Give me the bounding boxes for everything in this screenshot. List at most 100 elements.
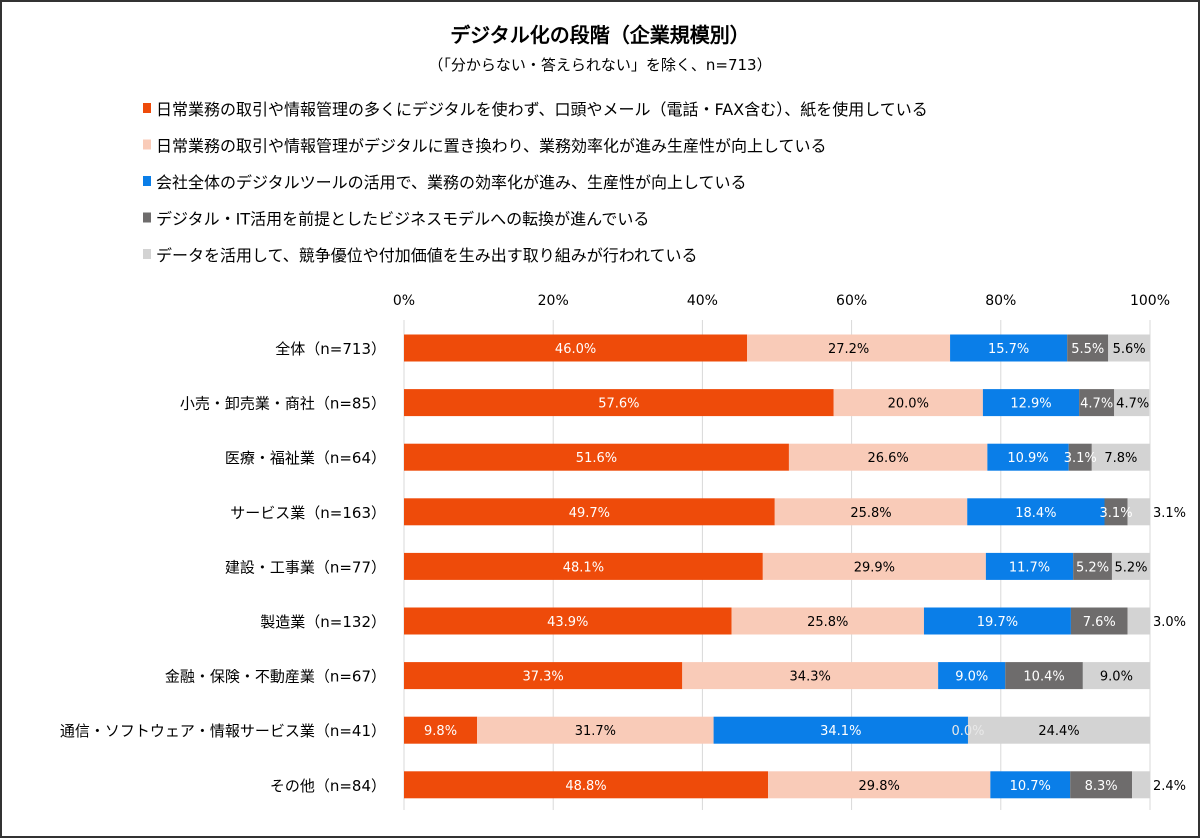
data-label: 5.2% [1076, 560, 1109, 575]
legend-swatch [143, 249, 151, 259]
bar-segment [1104, 498, 1128, 526]
category-label: 全体（n=713） [275, 340, 386, 358]
legend: 日常業務の取引や情報管理の多くにデジタルを使わず、口頭やメール（電話・FAX含む… [143, 100, 928, 265]
bar-segment [404, 334, 748, 362]
data-label: 10.4% [1023, 670, 1064, 685]
bar-segment [477, 716, 714, 744]
bars [404, 334, 1150, 799]
data-labels: 46.0% 27.2% 15.7% 5.5% 5.6% 57.6% 20.0% 12.9% 4.… [424, 342, 1186, 794]
data-label: 34.1% [820, 724, 861, 739]
legend-label: データを活用して、競争優位や付加価値を生み出す取り組みが行われている [156, 246, 697, 265]
data-label: 5.2% [1114, 560, 1147, 575]
x-axis-ticks: 0% 20% 40% 60% 80% 100% [393, 293, 1170, 309]
data-label: 24.4% [1038, 724, 1079, 739]
data-label: 49.7% [569, 506, 610, 521]
data-label: 51.6% [576, 451, 617, 466]
x-tick-label: 40% [687, 293, 718, 309]
bar-segment [1127, 607, 1150, 635]
data-label: 20.0% [888, 397, 929, 412]
data-label: 3.1% [1153, 506, 1186, 521]
data-label: 11.7% [1009, 560, 1050, 575]
data-label: 27.2% [828, 342, 869, 357]
bar-segment [985, 552, 1074, 580]
bar-segment [1082, 662, 1150, 690]
bar-segment [923, 607, 1071, 635]
bar-segment [747, 334, 951, 362]
data-label: 4.7% [1116, 397, 1149, 412]
bar-segment [1073, 552, 1112, 580]
data-label: 10.7% [1010, 779, 1051, 794]
category-label: 製造業（n=132） [260, 613, 386, 631]
bar-segment [404, 716, 478, 744]
data-label: 25.8% [850, 506, 891, 521]
bar-segment [404, 389, 834, 417]
x-tick-label: 20% [538, 293, 569, 309]
bar-segment [1067, 334, 1109, 362]
data-label: 3.1% [1064, 451, 1097, 466]
data-label: 5.6% [1113, 342, 1146, 357]
chart-title: デジタル化の段階（企業規模別） [450, 23, 750, 47]
bar-segment [1111, 552, 1150, 580]
bar-segment [967, 716, 1150, 744]
bar-segment [404, 552, 763, 580]
bar-segment [967, 498, 1105, 526]
data-label: 18.4% [1015, 506, 1056, 521]
bar-segment [404, 607, 732, 635]
bar-segment [713, 716, 968, 744]
bar-segment [1132, 771, 1150, 799]
data-label: 3.0% [1153, 615, 1186, 630]
data-label: 57.6% [598, 397, 639, 412]
bar-segment [1070, 607, 1128, 635]
bar-segment [1127, 498, 1150, 526]
legend-swatch [143, 176, 151, 186]
data-label: 31.7% [575, 724, 616, 739]
bar-segment [990, 771, 1071, 799]
category-labels: 全体（n=713） 小売・卸売業・商社（n=85） 医療・福祉業（n=64） サービス… [60, 340, 386, 795]
category-label: 金融・保険・不動産業（n=67） [165, 668, 386, 686]
legend-label: デジタル・IT活用を前提としたビジネスモデルへの転換が進んでいる [156, 210, 649, 229]
legend-label: 会社全体のデジタルツールの活用で、業務の効率化が進み、生産性が向上している [156, 173, 747, 192]
bar-segment [1068, 443, 1092, 471]
data-label: 5.5% [1071, 342, 1104, 357]
bar-segment [1091, 443, 1150, 471]
legend-swatch [143, 103, 151, 113]
data-label: 48.8% [565, 779, 606, 794]
bar-segment [1070, 771, 1133, 799]
data-label: 37.3% [522, 670, 563, 685]
bar-segment [1108, 334, 1150, 362]
bar-segment [938, 662, 1006, 690]
bar-segment [404, 662, 683, 690]
category-label: 小売・卸売業・商社（n=85） [180, 395, 386, 413]
bar-segment [982, 389, 1080, 417]
data-label: 43.9% [547, 615, 588, 630]
bar-segment [1005, 662, 1083, 690]
x-tick-label: 100% [1130, 293, 1170, 309]
bar-segment [1114, 389, 1150, 417]
data-label: 9.8% [424, 724, 457, 739]
category-label: 通信・ソフトウェア・情報サービス業（n=41） [60, 722, 386, 740]
bar-segment [950, 334, 1068, 362]
x-tick-label: 80% [985, 293, 1016, 309]
bar-segment [731, 607, 924, 635]
data-label: 3.1% [1100, 506, 1133, 521]
bar-segment [833, 389, 983, 417]
bar-segment [404, 771, 769, 799]
bar-segment [788, 443, 988, 471]
data-label: 9.0% [1100, 670, 1133, 685]
legend-label: 日常業務の取引や情報管理の多くにデジタルを使わず、口頭やメール（電話・FAX含む… [156, 100, 928, 119]
data-label: 29.9% [854, 560, 895, 575]
data-label: 34.3% [790, 670, 831, 685]
data-label: 2.4% [1153, 779, 1186, 794]
bar-segment [404, 498, 775, 526]
category-label: 医療・福祉業（n=64） [225, 449, 386, 467]
data-label: 7.6% [1083, 615, 1116, 630]
data-label: 8.3% [1085, 779, 1118, 794]
data-label: 10.9% [1007, 451, 1048, 466]
data-label: 7.8% [1104, 451, 1137, 466]
data-label: 26.6% [867, 451, 908, 466]
category-label: その他（n=84） [270, 777, 386, 795]
x-tick-label: 0% [393, 293, 415, 309]
data-label: 25.8% [807, 615, 848, 630]
